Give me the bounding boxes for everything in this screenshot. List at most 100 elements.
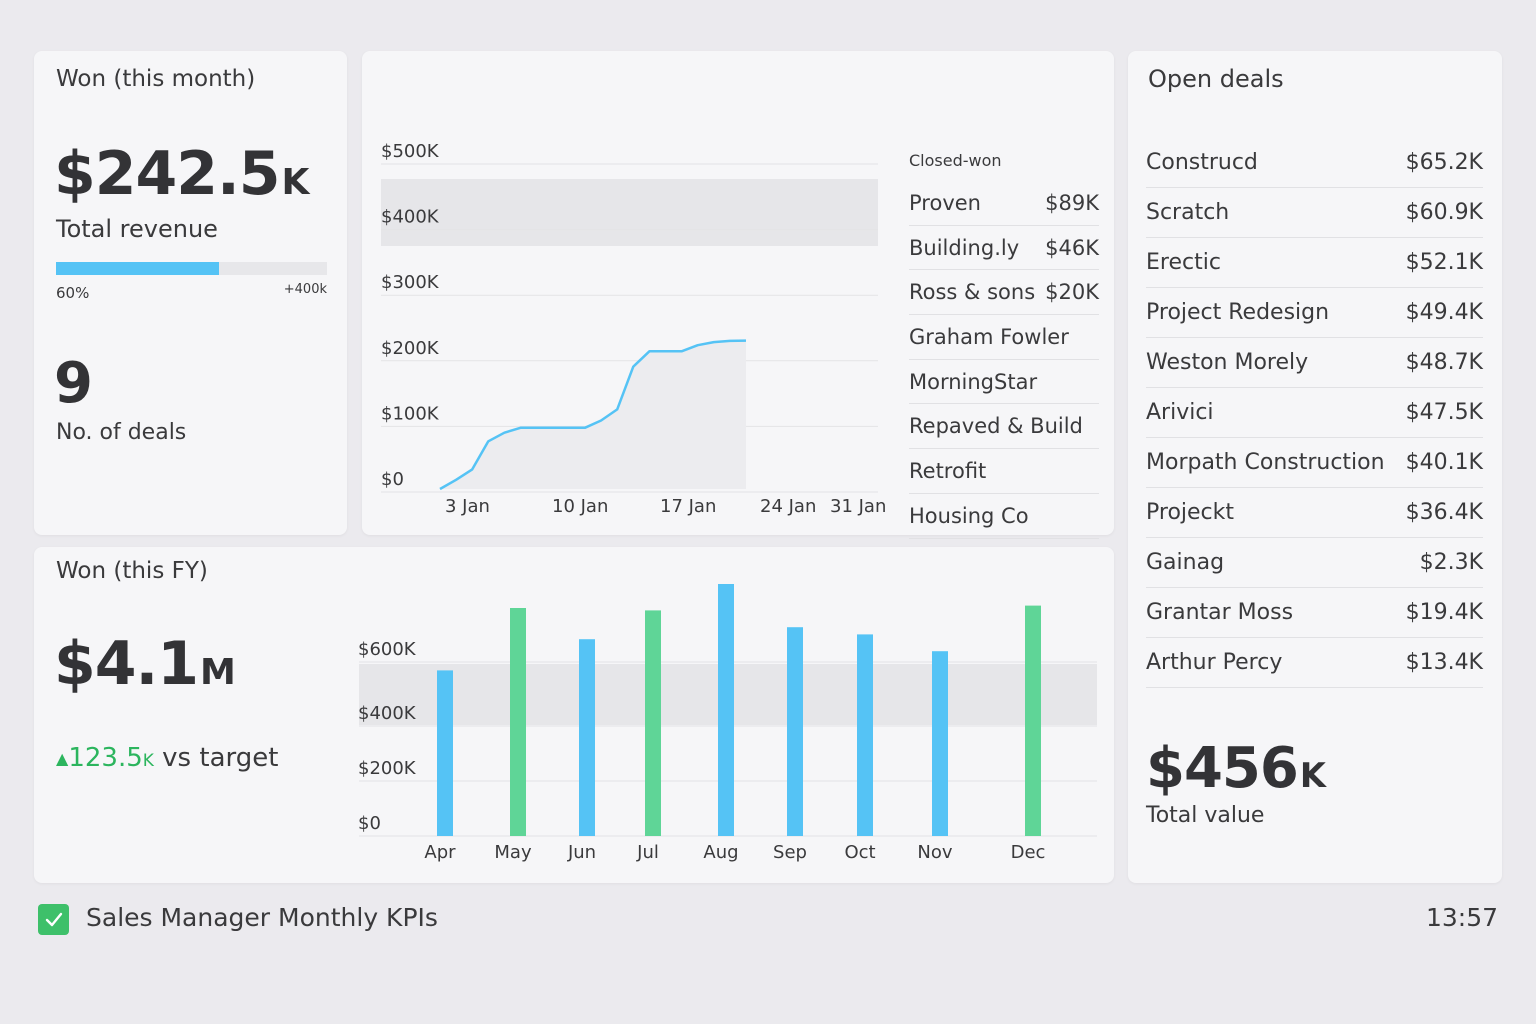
line-area [440,340,746,489]
closed-won-legend: Proven $89K Building.ly $46K Ross & sons $20K… [909,181,1099,539]
x-tick-label: Nov [917,842,952,863]
open-deals-total-label: Total value [1146,803,1265,828]
legend-item: Housing Co [909,494,1099,539]
deal-value: $60.9K [1405,200,1483,225]
month-revenue-value: $242.5K [54,139,310,209]
legend-item: Ross & sons $20K [909,270,1099,316]
won-fy-card: Won (this FY) $4.1M ▲123.5K vs target $0… [34,547,1114,883]
won-month-card: Won (this month) $242.5K Total revenue 6… [34,51,347,535]
y-tick-label: $0 [358,813,381,834]
y-tick-label: $400K [358,703,417,724]
open-deals-total-unit: K [1299,756,1326,795]
bar-may [510,608,526,836]
deal-name: Arthur Percy [1146,650,1283,675]
legend-title: Closed-won [909,151,1002,170]
legend-item-name: MorningStar [909,369,1038,394]
legend-item-value: $46K [1045,235,1099,260]
x-tick-label: 31 Jan [830,496,886,517]
monthly-line-chart: $0 $100K $200K $300K $400K $500K 3 Jan 10 Jan 17… [381,141,886,517]
deal-name: Weston Morely [1146,350,1309,375]
y-tick-label: $0 [381,469,404,490]
y-tick-label: $400K [381,207,440,228]
x-tick-label: 24 Jan [760,496,816,517]
x-tick-label: Oct [844,842,875,863]
x-tick-label: Jun [567,842,596,863]
x-tick-label: 10 Jan [552,496,608,517]
deal-row[interactable]: Weston Morely $48.7K [1146,338,1483,388]
deal-name: Erectic [1146,250,1221,275]
bar-sep [787,627,803,836]
won-fy-title: Won (this FY) [56,558,208,584]
legend-item-value: $20K [1045,280,1099,305]
x-tick-label: Sep [773,842,807,863]
x-tick-label: Aug [703,842,738,863]
open-deals-list: Construcd $65.2K Scratch $60.9K Erectic $52.1… [1146,138,1483,688]
revenue-progress-fill [56,262,219,275]
legend-item-value: $89K [1045,190,1099,215]
x-tick-label: Dec [1011,842,1046,863]
y-tick-label: $300K [381,272,440,293]
vs-target-value: 123.5 [68,743,143,773]
deal-name: Morpath Construction [1146,450,1385,475]
deal-name: Gainag [1146,550,1225,575]
dashboard-title: Sales Manager Monthly KPIs [86,903,438,932]
deal-row[interactable]: Projeckt $36.4K [1146,488,1483,538]
deal-name: Arivici [1146,400,1214,425]
progress-percent-label: 60% [56,284,90,302]
x-tick-label: Apr [424,842,456,863]
legend-item: MorningStar [909,360,1099,405]
deal-row[interactable]: Erectic $52.1K [1146,238,1483,288]
legend-item: Graham Fowler [909,315,1099,360]
y-tick-label: $500K [381,141,440,162]
bar-nov [932,651,948,836]
deal-value: $48.7K [1405,350,1483,375]
vs-target: ▲123.5K vs target [56,743,278,773]
open-deals-total-number: $456 [1146,736,1299,801]
deal-name: Project Redesign [1146,300,1330,325]
legend-item-name: Graham Fowler [909,324,1069,349]
legend-item: Repaved & Build [909,404,1099,450]
deal-name: Projeckt [1146,500,1235,525]
check-icon [38,904,69,935]
deal-row[interactable]: Grantar Moss $19.4K [1146,588,1483,638]
deal-value: $52.1K [1405,250,1483,275]
deal-row[interactable]: Morpath Construction $40.1K [1146,438,1483,488]
deal-row[interactable]: Gainag $2.3K [1146,538,1483,588]
legend-item-name: Proven [909,190,981,215]
clock-time: 13:57 [1425,903,1498,932]
deal-value: $13.4K [1405,650,1483,675]
deal-name: Scratch [1146,200,1230,225]
target-band [381,179,878,246]
open-deals-total: $456K [1146,736,1326,801]
y-tick-label: $200K [358,758,417,779]
revenue-progress-bar [56,262,327,275]
deal-name: Grantar Moss [1146,600,1294,625]
deal-row[interactable]: Arivici $47.5K [1146,388,1483,438]
legend-item: Retrofit [909,449,1099,494]
y-tick-label: $100K [381,403,440,424]
deal-value: $40.1K [1405,450,1483,475]
deal-row[interactable]: Project Redesign $49.4K [1146,288,1483,338]
vs-target-label: vs target [153,743,279,773]
y-tick-label: $600K [358,639,417,660]
fy-bar-chart: $0 $200K $400K $600K Apr May Jun Jul Aug Sep Oct No… [358,584,1097,863]
legend-item-name: Housing Co [909,503,1029,528]
bar-jul [645,610,661,836]
month-revenue-unit: K [281,162,310,203]
bar-jun [579,639,595,836]
y-tick-label: $200K [381,338,440,359]
x-tick-label: May [494,842,532,863]
deal-name: Construcd [1146,150,1258,175]
vs-target-unit: K [142,751,154,771]
deal-row[interactable]: Arthur Percy $13.4K [1146,638,1483,688]
month-revenue-number: $242.5 [54,139,281,209]
bar-dec [1025,605,1041,836]
deal-row[interactable]: Scratch $60.9K [1146,188,1483,238]
fy-total-unit: M [200,652,236,693]
deal-row[interactable]: Construcd $65.2K [1146,138,1483,188]
up-arrow-icon: ▲ [56,749,69,768]
bar-aug [718,584,734,836]
deals-count-label: No. of deals [56,420,187,445]
bar-oct [857,634,873,836]
open-deals-card: Open deals Construcd $65.2K Scratch $60.9K E… [1128,51,1502,883]
